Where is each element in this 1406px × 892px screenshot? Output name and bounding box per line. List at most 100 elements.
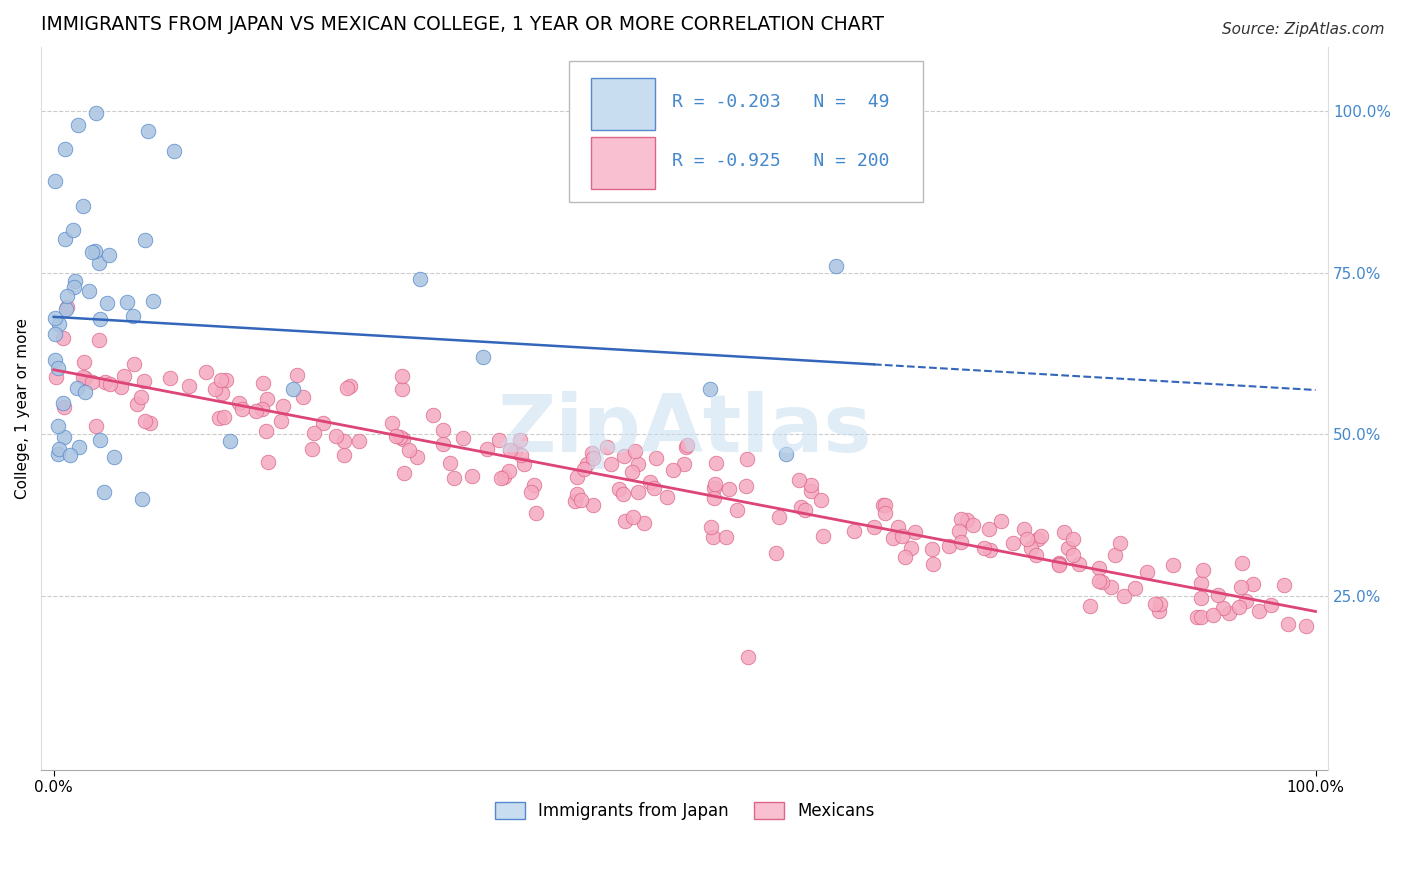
Point — [52, 331, 75, 345]
Point — [825, 259, 848, 273]
Point — [177, 378, 200, 392]
Point — [977, 522, 1000, 536]
Bar — [591, 78, 655, 129]
Point — [163, 144, 186, 158]
Point — [138, 124, 160, 138]
Point — [73, 355, 96, 369]
Point — [44, 174, 66, 188]
Point — [800, 484, 823, 499]
Point — [510, 448, 533, 462]
Point — [391, 382, 413, 396]
Point — [1088, 561, 1111, 575]
Point — [66, 118, 89, 132]
Point — [1189, 610, 1212, 624]
Point — [1026, 532, 1049, 546]
Point — [699, 382, 721, 396]
Text: R = -0.203   N =  49: R = -0.203 N = 49 — [672, 94, 889, 112]
Point — [948, 524, 970, 538]
Point — [1249, 604, 1271, 618]
Point — [204, 382, 226, 396]
Point — [89, 434, 111, 448]
Point — [1143, 597, 1166, 611]
Point — [215, 373, 238, 387]
Point — [347, 434, 370, 449]
Point — [84, 244, 107, 259]
Point — [94, 375, 117, 389]
Point — [567, 487, 589, 501]
Point — [717, 482, 740, 496]
Point — [494, 470, 516, 484]
Point — [700, 519, 723, 533]
Point — [768, 509, 790, 524]
Point — [97, 248, 120, 262]
Point — [655, 491, 678, 505]
Point — [872, 499, 894, 513]
Point — [291, 390, 314, 404]
Point — [921, 558, 943, 572]
Point — [1192, 563, 1215, 577]
Point — [704, 457, 727, 471]
Point — [84, 106, 107, 120]
Point — [673, 457, 696, 471]
Point — [302, 426, 325, 441]
Point — [391, 368, 413, 383]
Point — [567, 469, 589, 483]
Point — [894, 550, 917, 565]
Point — [333, 448, 356, 462]
Point — [1230, 556, 1253, 570]
Point — [599, 457, 621, 471]
Point — [1062, 533, 1084, 547]
Point — [392, 466, 415, 480]
Point — [873, 498, 896, 512]
Point — [75, 371, 97, 385]
Point — [56, 301, 79, 315]
Point — [72, 199, 94, 213]
Point — [112, 368, 135, 383]
Point — [270, 414, 292, 428]
Point — [122, 309, 145, 323]
Point — [790, 500, 813, 515]
Point — [875, 507, 897, 521]
Point — [581, 499, 603, 513]
Point — [461, 468, 484, 483]
Point — [1187, 609, 1209, 624]
Y-axis label: College, 1 year or more: College, 1 year or more — [15, 318, 30, 499]
Text: Source: ZipAtlas.com: Source: ZipAtlas.com — [1222, 22, 1385, 37]
Point — [498, 464, 520, 478]
Point — [973, 541, 995, 555]
Point — [921, 541, 943, 556]
Point — [208, 410, 231, 425]
Point — [938, 539, 960, 553]
Point — [990, 514, 1012, 528]
Point — [98, 377, 121, 392]
Point — [301, 442, 323, 457]
Point — [432, 437, 454, 451]
Point — [1047, 557, 1070, 571]
Point — [1069, 558, 1091, 572]
Text: IMMIGRANTS FROM JAPAN VS MEXICAN COLLEGE, 1 YEAR OR MORE CORRELATION CHART: IMMIGRANTS FROM JAPAN VS MEXICAN COLLEGE… — [41, 15, 884, 34]
Point — [702, 530, 724, 544]
Point — [283, 382, 305, 396]
Point — [1047, 558, 1070, 572]
Point — [499, 443, 522, 458]
Point — [55, 301, 77, 316]
Point — [569, 493, 592, 508]
Point — [675, 440, 697, 454]
Point — [142, 294, 165, 309]
Point — [48, 442, 70, 457]
Point — [638, 475, 661, 489]
Point — [1149, 597, 1171, 611]
Point — [159, 371, 181, 385]
Point — [488, 433, 510, 447]
Point — [1277, 617, 1299, 632]
Point — [256, 392, 278, 407]
Point — [1241, 577, 1264, 591]
Point — [582, 450, 605, 465]
Point — [1229, 580, 1251, 594]
Point — [398, 443, 420, 458]
Point — [1227, 600, 1250, 615]
Point — [900, 541, 922, 555]
Point — [471, 350, 494, 364]
Point — [59, 449, 82, 463]
Point — [979, 542, 1001, 557]
